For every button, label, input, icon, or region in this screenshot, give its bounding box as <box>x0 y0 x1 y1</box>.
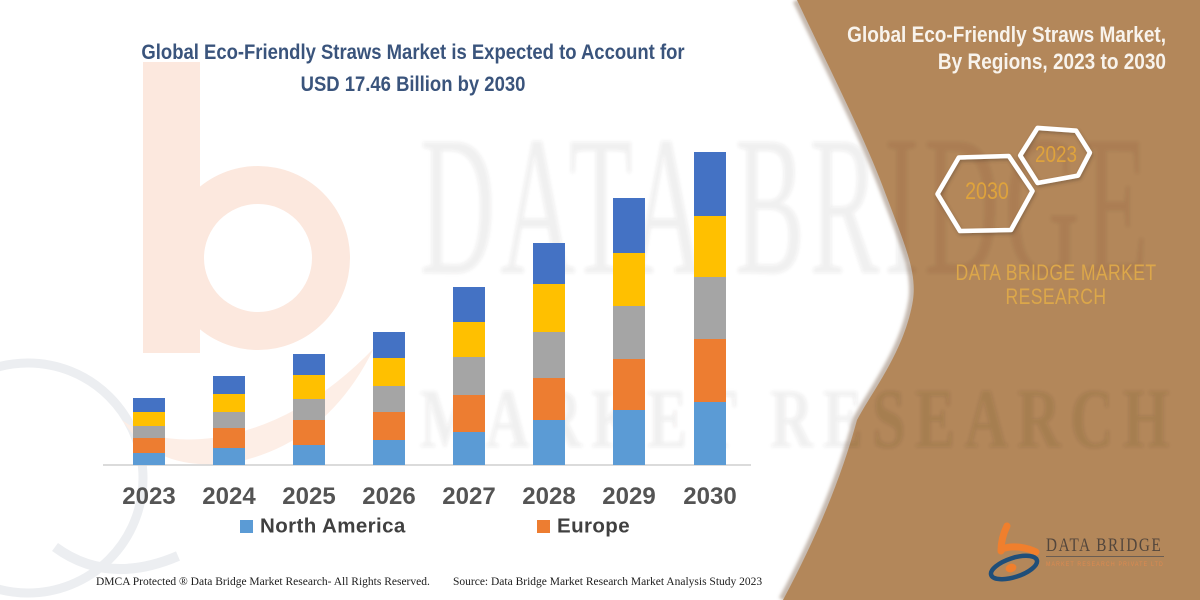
svg-text:2028: 2028 <box>522 483 575 510</box>
svg-text:2023: 2023 <box>1035 142 1077 167</box>
svg-text:2030: 2030 <box>683 483 736 510</box>
svg-text:Europe: Europe <box>557 515 630 538</box>
svg-text:2024: 2024 <box>202 483 256 510</box>
svg-text:2026: 2026 <box>362 483 415 510</box>
svg-text:MARKET RESEARCH PRIVATE LTD: MARKET RESEARCH PRIVATE LTD <box>1046 562 1164 569</box>
svg-text:2025: 2025 <box>282 483 335 510</box>
svg-text:2030: 2030 <box>965 177 1009 204</box>
svg-text:By Regions, 2023 to 2030: By Regions, 2023 to 2030 <box>938 50 1166 75</box>
svg-text:DATA BRIDGE: DATA BRIDGE <box>1046 534 1162 555</box>
svg-text:Source: Data Bridge Market Res: Source: Data Bridge Market Research Mark… <box>453 576 762 588</box>
svg-text:2027: 2027 <box>442 483 495 510</box>
svg-text:DATA BRIDGE MARKET: DATA BRIDGE MARKET <box>956 261 1157 285</box>
svg-text:North America: North America <box>260 515 406 538</box>
svg-text:2023: 2023 <box>122 483 175 510</box>
svg-text:USD 17.46 Billion by 2030: USD 17.46 Billion by 2030 <box>301 73 526 96</box>
svg-text:2029: 2029 <box>602 483 655 510</box>
svg-text:Global Eco-Friendly Straws Mar: Global Eco-Friendly Straws Market, <box>847 23 1166 48</box>
svg-text:DMCA Protected ® Data Bridge M: DMCA Protected ® Data Bridge Market Rese… <box>96 576 430 588</box>
svg-text:Global Eco-Friendly Straws Mar: Global Eco-Friendly Straws Market is Exp… <box>141 41 684 64</box>
svg-text:RESEARCH: RESEARCH <box>1006 285 1107 309</box>
